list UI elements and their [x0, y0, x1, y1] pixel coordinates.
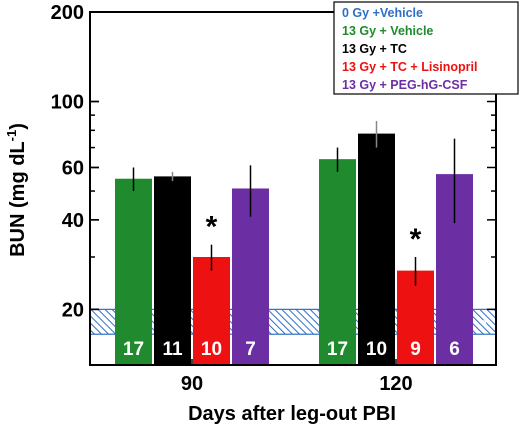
legend-entry: 13 Gy + TC + Lisinopril — [342, 60, 477, 74]
bar-n-label: 17 — [327, 339, 348, 360]
significance-star: * — [206, 211, 218, 244]
x-axis: 90 120 — [181, 359, 413, 395]
x-tick-label: 120 — [379, 373, 412, 395]
y-axis: 20 40 60 100 200 — [51, 2, 496, 321]
legend: 0 Gy +Vehicle 13 Gy + Vehicle 13 Gy + TC 13… — [333, 1, 519, 95]
y-tick-label: 100 — [51, 92, 84, 114]
legend-box — [333, 1, 519, 95]
bar — [358, 133, 395, 365]
y-tick-label: 200 — [51, 2, 84, 24]
bar-n-label: 10 — [366, 339, 387, 360]
bar — [232, 188, 269, 365]
bar-n-label: 6 — [449, 339, 460, 360]
y-tick-label: 60 — [62, 157, 84, 179]
legend-entry: 13 Gy + TC — [342, 42, 407, 56]
bar-n-label: 9 — [410, 339, 421, 360]
bar — [397, 270, 434, 365]
bar-n-label: 11 — [162, 339, 183, 360]
y-axis-title: BUN (mg dL-1) — [4, 123, 29, 257]
bar — [115, 178, 152, 365]
significance-star: * — [410, 223, 422, 256]
bar — [319, 159, 356, 365]
bar-n-label: 10 — [201, 339, 222, 360]
y-axis-title-superscript: -1 — [4, 130, 19, 142]
y-axis-title-close: ) — [7, 123, 29, 130]
bar-n-label: 17 — [123, 339, 144, 360]
bar — [193, 257, 230, 365]
x-tick-label: 90 — [181, 373, 203, 395]
legend-entry: 13 Gy + Vehicle — [342, 24, 433, 38]
y-tick-label: 20 — [62, 299, 84, 321]
baseline-band-n-label: 4 — [481, 318, 487, 329]
legend-entry: 13 Gy + PEG-hG-CSF — [342, 78, 468, 92]
plot-frame — [89, 11, 497, 366]
bars-layer: 17 11 10 7 17 10 9 6 * * — [115, 120, 473, 365]
bar-n-label: 7 — [245, 339, 256, 360]
x-axis-title: Days after leg-out PBI — [188, 403, 396, 425]
legend-entry: 0 Gy +Vehicle — [342, 6, 423, 20]
bar — [154, 176, 191, 365]
y-tick-label: 40 — [62, 210, 84, 232]
